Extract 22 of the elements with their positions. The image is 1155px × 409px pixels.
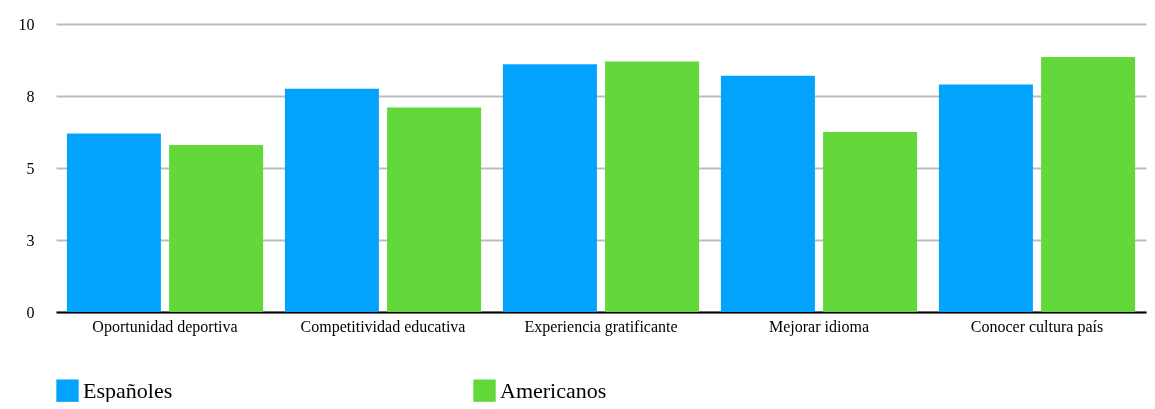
y-tick-label: 5	[26, 159, 35, 177]
y-tick-label: 8	[26, 87, 35, 105]
x-tick-label: Oportunidad deportiva	[92, 317, 238, 336]
bar	[1041, 57, 1136, 312]
bar	[720, 75, 815, 312]
x-tick-label: Competitividad educativa	[300, 317, 466, 336]
legend-label: Americanos	[500, 377, 607, 403]
bar	[605, 61, 700, 312]
y-tick-label: 3	[26, 231, 35, 249]
x-tick-label: Conocer cultura país	[970, 317, 1104, 336]
bar	[387, 107, 482, 312]
bar	[938, 84, 1033, 312]
x-tick-label: Mejorar idioma	[769, 317, 869, 336]
bar	[284, 88, 379, 312]
legend-label: Españoles	[83, 377, 173, 403]
bar	[66, 133, 161, 312]
bar	[169, 144, 264, 312]
y-tick-label: 10	[18, 15, 35, 33]
x-tick-label: Experiencia gratificante	[524, 317, 678, 336]
y-tick-label: 0	[26, 303, 35, 321]
bar	[502, 64, 597, 312]
bar	[823, 132, 918, 312]
